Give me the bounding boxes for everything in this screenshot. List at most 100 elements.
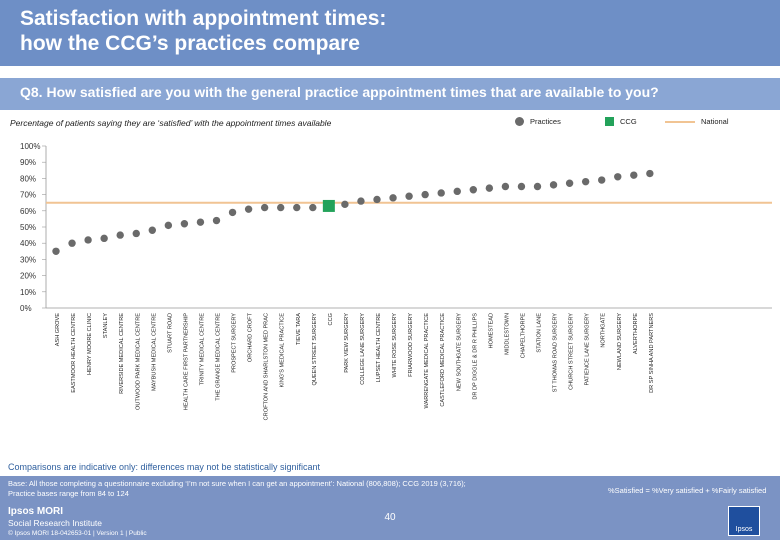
- practice-point: [581, 177, 590, 186]
- ccg-marker: [322, 199, 335, 212]
- y-tick-label: 30%: [20, 255, 36, 264]
- x-category-label: HOMESTEAD: [488, 313, 494, 348]
- base-note-line-1: Base: All those completing a questionnai…: [8, 479, 466, 488]
- x-category-label: STUART ROAD: [167, 313, 173, 353]
- practice-point: [421, 190, 429, 199]
- practice-point: [501, 182, 510, 191]
- practice-point: [453, 187, 461, 196]
- practice-point: [549, 181, 558, 189]
- x-category-label: LUPSET HEALTH CENTRE: [376, 313, 382, 383]
- legend-swatch-practices: [515, 117, 524, 126]
- logo-main-text: Ipsos MORI: [8, 506, 64, 517]
- title-line-1: Satisfaction with appointment times:: [20, 7, 387, 30]
- x-category-label: DR DP DIGGLE & DR R PHILLIPS: [472, 313, 478, 400]
- x-category-label: ASH GROVE: [55, 313, 61, 347]
- page-title: Satisfaction with appointment times: how…: [20, 6, 720, 56]
- practice-point: [341, 200, 349, 209]
- title-line-2: how the CCG’s practices compare: [20, 32, 360, 55]
- legend-label-practices: Practices: [530, 117, 561, 126]
- x-category-label: ALVERTHORPE: [633, 313, 639, 354]
- x-category-label: TRINITY MEDICAL CENTRE: [199, 313, 205, 386]
- y-tick-label: 20%: [20, 272, 36, 281]
- x-category-label: HENRY MOORE CLINIC: [87, 313, 93, 375]
- y-tick-label: 60%: [20, 207, 36, 216]
- x-category-label: COLLEGE LANE SURGERY: [360, 313, 366, 385]
- practice-point: [357, 197, 365, 205]
- y-tick-label: 0%: [20, 304, 32, 313]
- x-category-label: RIVERSIDE MEDICAL CENTRE: [119, 313, 125, 394]
- x-category-label: HEALTH CARE FIRST PARTNERSHIP: [183, 313, 189, 410]
- x-category-label: CHURCH STREET SURGERY: [569, 313, 575, 390]
- footer-bar: Base: All those completing a questionnai…: [0, 476, 780, 540]
- x-category-label: NORTHGATE: [601, 313, 607, 348]
- copyright: © Ipsos MORI 18-042653-01 | Version 1 | …: [8, 530, 147, 537]
- base-note-line-2: Practice bases range from 84 to 124: [8, 489, 129, 498]
- satisfaction-chart: 0% 10% 20% 30% 40% 50% 60% 70% 80% 90% 100% ASH GRO…: [20, 142, 772, 420]
- practice-point: [614, 173, 622, 181]
- x-category-label: TIEVE TARA: [296, 313, 302, 345]
- x-category-label: ST THOMAS ROAD SURGERY: [553, 313, 559, 393]
- practice-point: [84, 236, 92, 244]
- x-category-label: CHAPELTHORPE: [520, 313, 526, 359]
- x-category-label: KING'S MEDICAL PRACTICE: [280, 313, 286, 388]
- practice-point: [244, 205, 253, 213]
- x-category-label: DR SP SINHA AND PARTNERS: [649, 313, 655, 393]
- question-text: Q8. How satisfied are you with the gener…: [20, 84, 659, 100]
- satisfied-formula: %Satisfied = %Very satisfied + %Fairly s…: [608, 486, 767, 495]
- x-category-label: CCG: [328, 313, 334, 325]
- practice-point: [228, 208, 237, 217]
- legend-label-ccg: CCG: [620, 117, 637, 126]
- x-category-label: CASTLEFORD MEDICAL PRACTICE: [440, 313, 446, 407]
- practice-point: [68, 239, 76, 247]
- x-category-label: PARK VIEW SURGERY: [344, 313, 350, 373]
- practice-point: [52, 247, 60, 255]
- practice-point: [116, 231, 124, 239]
- x-category-label: STANLEY: [103, 313, 109, 338]
- legend-item-national: National: [665, 117, 729, 126]
- practice-point: [196, 218, 205, 226]
- practice-point: [565, 179, 574, 187]
- x-category-label: WHITE ROSE SURGERY: [392, 313, 398, 378]
- y-tick-label: 50%: [20, 223, 36, 232]
- legend-item-practices: Practices: [515, 117, 561, 126]
- x-category-label: FRIARWOOD SURGERY: [408, 313, 414, 377]
- x-category-label: STATION LANE: [537, 313, 543, 353]
- x-category-label: NEW SOUTHGATE SURGERY: [456, 313, 462, 391]
- x-category-label: OUTWOOD PARK MEDICAL CENTRE: [135, 313, 141, 410]
- practice-point: [100, 234, 108, 243]
- practice-point: [212, 216, 221, 225]
- practice-point: [373, 195, 381, 204]
- practice-point: [277, 203, 285, 212]
- legend-swatch-ccg: [605, 117, 614, 126]
- logo-sub-text: Social Research Institute: [8, 518, 103, 528]
- x-category-label: THE GRANGE MEDICAL CENTRE: [216, 313, 222, 401]
- x-category-label: MIDDLESTOWN: [504, 313, 510, 355]
- x-category-label: ORCHARD CROFT: [248, 312, 254, 362]
- practice-point: [485, 184, 494, 192]
- practice-point: [180, 220, 189, 228]
- practice-point: [405, 192, 413, 200]
- x-category-label: EASTMOOR HEALTH CENTRE: [71, 313, 77, 393]
- practice-point: [389, 194, 397, 202]
- question-bar: Q8. How satisfied are you with the gener…: [0, 78, 780, 110]
- x-category-label: NEWLAND SURGERY: [617, 313, 623, 370]
- y-tick-label: 90%: [20, 158, 36, 167]
- practice-point: [469, 186, 477, 194]
- practice-point: [260, 203, 269, 212]
- y-tick-label: 100%: [20, 142, 40, 151]
- practice-point: [517, 182, 526, 191]
- practice-point: [630, 171, 638, 179]
- practice-point: [148, 226, 156, 234]
- y-tick-label: 40%: [20, 239, 36, 248]
- y-tick-label: 80%: [20, 174, 36, 183]
- practice-point: [293, 203, 301, 212]
- ipsos-badge-icon: Ipsos: [728, 506, 760, 536]
- practice-point: [309, 203, 317, 212]
- chart-subtitle: Percentage of patients saying they are ‘…: [10, 118, 332, 128]
- practice-point: [533, 182, 542, 191]
- legend-swatch-national: [665, 120, 695, 123]
- x-category-label: WARRENGATE MEDICAL PRACTICE: [424, 313, 430, 409]
- comparison-note: Comparisons are indicative only: differe…: [8, 462, 320, 472]
- legend-label-national: National: [701, 117, 729, 126]
- x-category-label: CROFTON AND SHARLSTON MED PRAC: [264, 313, 270, 420]
